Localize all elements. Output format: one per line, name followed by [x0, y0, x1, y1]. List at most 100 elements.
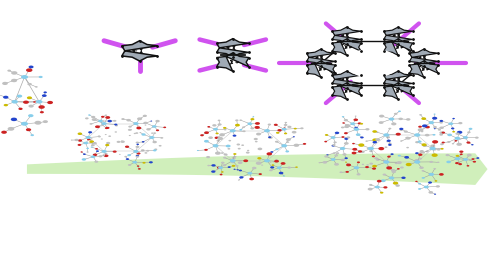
Circle shape [440, 120, 443, 122]
Circle shape [275, 141, 278, 143]
Circle shape [107, 120, 112, 122]
Circle shape [452, 118, 455, 119]
Circle shape [432, 140, 438, 144]
Circle shape [434, 128, 436, 129]
Circle shape [344, 157, 348, 159]
Circle shape [331, 158, 336, 161]
Circle shape [372, 165, 377, 167]
Polygon shape [27, 153, 488, 185]
Circle shape [271, 164, 274, 166]
Circle shape [149, 136, 154, 139]
Circle shape [447, 134, 452, 136]
Circle shape [418, 188, 421, 190]
Circle shape [345, 162, 347, 163]
Circle shape [387, 140, 391, 142]
Circle shape [274, 124, 278, 126]
Circle shape [401, 177, 406, 179]
Circle shape [23, 101, 29, 104]
Circle shape [274, 160, 279, 163]
Circle shape [121, 141, 125, 143]
Circle shape [86, 148, 89, 149]
Circle shape [47, 101, 53, 104]
Circle shape [90, 123, 93, 125]
Circle shape [152, 125, 157, 128]
Circle shape [77, 133, 82, 135]
Circle shape [197, 150, 199, 151]
Circle shape [156, 130, 159, 131]
Circle shape [419, 166, 424, 169]
Circle shape [2, 82, 8, 85]
Circle shape [421, 117, 426, 120]
Circle shape [136, 156, 139, 158]
Circle shape [456, 143, 462, 146]
Circle shape [124, 156, 127, 158]
Circle shape [261, 164, 263, 166]
Circle shape [365, 166, 369, 168]
Circle shape [386, 141, 389, 142]
Circle shape [106, 127, 110, 129]
Circle shape [270, 166, 274, 169]
Circle shape [346, 48, 399, 78]
Circle shape [235, 119, 239, 121]
Circle shape [275, 159, 278, 160]
Circle shape [149, 161, 153, 163]
Circle shape [38, 105, 45, 109]
Circle shape [345, 124, 350, 127]
Circle shape [132, 161, 137, 164]
Circle shape [224, 129, 226, 130]
Circle shape [143, 122, 148, 124]
Circle shape [406, 147, 409, 148]
Circle shape [341, 159, 345, 161]
Circle shape [350, 122, 355, 125]
Circle shape [211, 164, 216, 167]
Circle shape [383, 133, 390, 137]
Polygon shape [307, 49, 335, 65]
Circle shape [467, 131, 470, 133]
Circle shape [268, 136, 273, 139]
Circle shape [378, 147, 384, 150]
Circle shape [150, 120, 152, 122]
Circle shape [91, 116, 96, 118]
Circle shape [270, 151, 273, 153]
Circle shape [138, 168, 141, 170]
Circle shape [334, 155, 338, 156]
Circle shape [36, 100, 43, 104]
Circle shape [250, 118, 254, 120]
Circle shape [105, 134, 107, 135]
Circle shape [293, 136, 295, 138]
Circle shape [77, 144, 81, 146]
Circle shape [425, 151, 429, 152]
Circle shape [387, 166, 389, 167]
Circle shape [375, 138, 380, 141]
Circle shape [213, 144, 219, 147]
Circle shape [383, 160, 390, 164]
Circle shape [428, 191, 433, 194]
Circle shape [419, 158, 422, 160]
Circle shape [207, 165, 210, 166]
Circle shape [115, 131, 117, 133]
Circle shape [451, 128, 454, 130]
Circle shape [388, 128, 392, 130]
Circle shape [7, 127, 14, 131]
Circle shape [433, 168, 436, 170]
Circle shape [372, 167, 376, 170]
Circle shape [395, 184, 400, 187]
Circle shape [430, 144, 435, 147]
Circle shape [142, 142, 144, 143]
Circle shape [440, 143, 444, 145]
Circle shape [400, 129, 403, 131]
Circle shape [437, 148, 441, 151]
Circle shape [429, 173, 434, 176]
Circle shape [354, 166, 359, 169]
Circle shape [344, 125, 349, 128]
Circle shape [466, 158, 469, 161]
Circle shape [455, 157, 460, 160]
Circle shape [259, 173, 262, 175]
Circle shape [385, 146, 388, 148]
Circle shape [92, 142, 97, 145]
Circle shape [268, 136, 271, 138]
Circle shape [233, 169, 236, 170]
Circle shape [152, 141, 157, 143]
Circle shape [28, 104, 34, 108]
Circle shape [295, 166, 298, 168]
